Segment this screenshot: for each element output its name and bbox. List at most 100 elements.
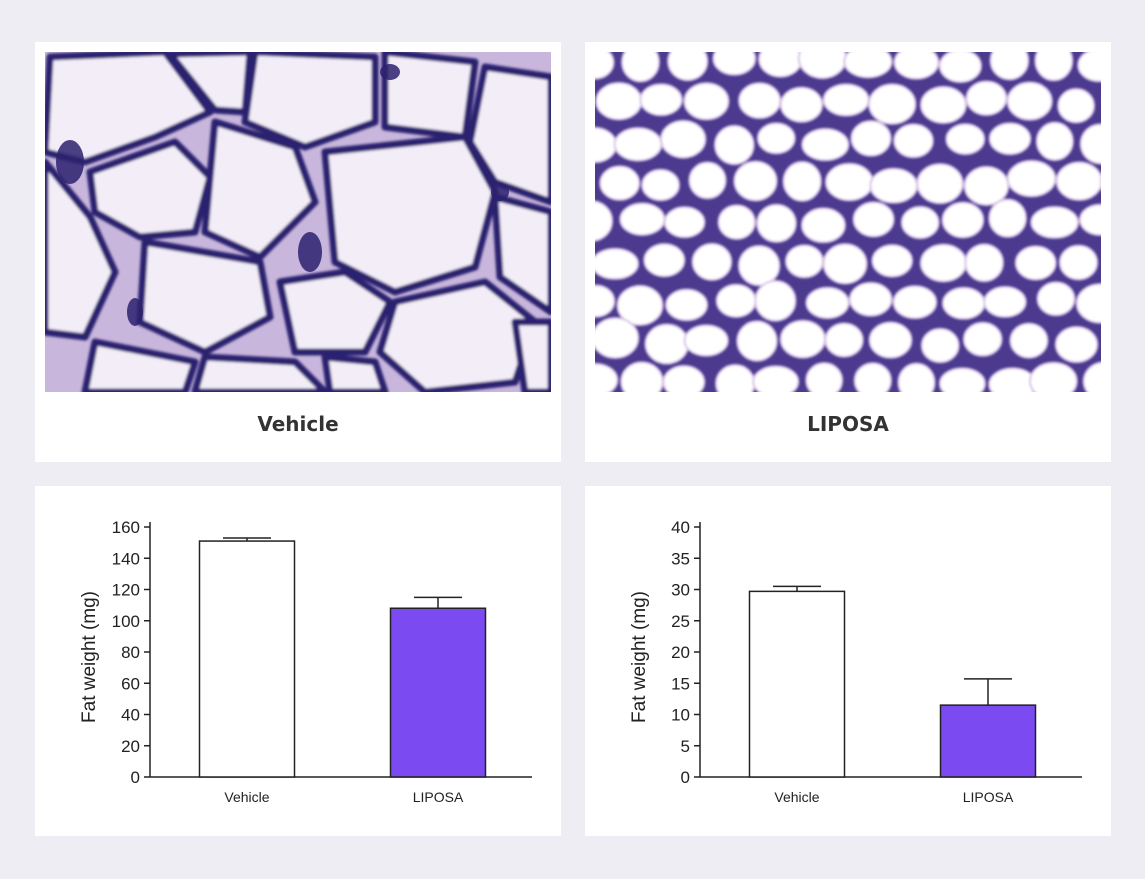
adipocyte-cell bbox=[945, 123, 986, 156]
adipocyte-cell bbox=[715, 283, 757, 319]
adipocyte-cell bbox=[1082, 361, 1101, 392]
adipocyte-cell bbox=[988, 122, 1032, 156]
adipocyte-cell bbox=[805, 286, 850, 320]
adipocyte-cell bbox=[756, 203, 797, 244]
adipocyte-cell bbox=[1054, 325, 1099, 364]
adipocyte-cell bbox=[871, 244, 914, 278]
adipocyte-cell bbox=[938, 367, 986, 392]
adipocyte-cell bbox=[595, 247, 640, 280]
adipocyte-cell bbox=[683, 82, 730, 121]
adipocyte-cell bbox=[784, 244, 824, 279]
x-tick-label: LIPOSA bbox=[413, 789, 464, 805]
adipocyte-cell bbox=[805, 362, 844, 392]
y-tick-label: 35 bbox=[671, 549, 690, 568]
adipocyte-cell bbox=[736, 320, 778, 362]
y-tick-label: 30 bbox=[671, 581, 690, 600]
adipocyte-cell bbox=[782, 160, 822, 202]
adipocyte-cell bbox=[620, 361, 664, 392]
y-tick-label: 10 bbox=[671, 706, 690, 725]
adipocyte-cell bbox=[824, 162, 874, 202]
adipocyte-cell bbox=[824, 322, 864, 358]
y-tick-label: 60 bbox=[121, 674, 140, 693]
adipocyte-cell bbox=[595, 81, 643, 121]
adipocyte-cell bbox=[644, 323, 690, 365]
y-tick-label: 40 bbox=[121, 706, 140, 725]
adipocyte-cell bbox=[737, 244, 781, 287]
adipocyte-cell bbox=[919, 85, 967, 125]
adipocyte-cell bbox=[893, 123, 934, 159]
adipocyte-cell bbox=[715, 363, 756, 392]
adipocyte-cell bbox=[738, 82, 782, 120]
bar-liposa bbox=[389, 607, 487, 778]
adipocyte-cell bbox=[868, 83, 917, 125]
adipocyte-cell bbox=[801, 127, 850, 162]
x-tick-label: Vehicle bbox=[774, 789, 819, 805]
adipocyte-cell bbox=[1055, 161, 1101, 201]
adipocyte-cell bbox=[595, 52, 615, 80]
y-tick-label: 40 bbox=[671, 518, 690, 537]
bar-vehicle bbox=[748, 590, 846, 778]
bar-vehicle bbox=[198, 540, 296, 778]
adipocyte-cell bbox=[843, 52, 893, 79]
adipocyte-cell bbox=[868, 321, 913, 359]
adipocyte-cell bbox=[643, 243, 686, 278]
adipocyte-cell bbox=[616, 284, 664, 326]
y-tick-label: 0 bbox=[681, 768, 690, 787]
adipocyte-cell bbox=[1006, 159, 1057, 198]
adipocyte-cell bbox=[663, 206, 706, 239]
fat-weight-chart-panel-1: Fat weight (mg) 0 20 40 60 80 100 120 140 160 Vehi… bbox=[35, 486, 561, 836]
adipocyte-cell bbox=[779, 86, 824, 123]
y-tick-label: 0 bbox=[131, 768, 140, 787]
adipocyte-cell bbox=[892, 285, 938, 320]
adipocyte-cell bbox=[691, 242, 733, 281]
adipocyte-cell bbox=[852, 201, 895, 238]
adipocyte-cell bbox=[683, 324, 729, 357]
adipocyte-cell bbox=[1077, 52, 1101, 83]
y-tick-label: 120 bbox=[112, 581, 140, 600]
adipocyte-cell bbox=[897, 362, 936, 392]
y-tick-label: 25 bbox=[671, 612, 690, 631]
adipocyte-cell bbox=[621, 52, 660, 83]
adipocyte-cell bbox=[983, 285, 1027, 318]
adipocyte-cell bbox=[989, 52, 1030, 81]
adipocyte-cell bbox=[964, 243, 1005, 283]
liposa-caption: LIPOSA bbox=[807, 412, 889, 436]
adipocyte-cell bbox=[850, 120, 892, 157]
adipocyte-cell bbox=[965, 80, 1008, 116]
adipocyte-cell bbox=[1029, 361, 1078, 392]
adipocyte-cell bbox=[779, 319, 826, 359]
adipocyte-cell bbox=[916, 163, 964, 205]
adipocyte-cell bbox=[941, 286, 986, 320]
adipocyte-cell bbox=[1030, 205, 1080, 239]
adipocyte-cell bbox=[713, 124, 755, 166]
adipocyte-cell bbox=[733, 160, 778, 202]
adipocyte-cell bbox=[613, 127, 663, 162]
adipocyte-cell bbox=[595, 362, 619, 392]
y-tick-label: 20 bbox=[121, 737, 140, 756]
adipocyte-cell bbox=[756, 122, 796, 155]
adipocyte-cell bbox=[853, 362, 892, 392]
fat-weight-chart-2: Fat weight (mg) 0 5 10 15 20 25 30 35 40 Vehicle LI… bbox=[629, 518, 1082, 805]
adipocyte-cell bbox=[667, 52, 709, 82]
adipocyte-cell bbox=[1006, 81, 1053, 121]
y-tick-label: 5 bbox=[681, 737, 690, 756]
adipocyte-cell bbox=[988, 198, 1028, 238]
adipocyte-cell bbox=[893, 52, 940, 80]
y-axis-label: Fat weight (mg) bbox=[79, 591, 100, 723]
adipocyte-cell bbox=[1075, 283, 1101, 324]
adipocyte-cell bbox=[754, 279, 797, 322]
fat-weight-chart-1: Fat weight (mg) 0 20 40 60 80 100 120 140 160 Vehi… bbox=[79, 518, 532, 805]
adipocyte-cell bbox=[920, 327, 960, 364]
y-tick-label: 20 bbox=[671, 643, 690, 662]
adipocyte-cell bbox=[822, 243, 868, 285]
vehicle-caption: Vehicle bbox=[257, 412, 339, 436]
liposa-histology-image bbox=[595, 52, 1101, 392]
adipocyte-cell bbox=[941, 201, 985, 239]
adipocyte-cell bbox=[848, 281, 893, 317]
adipocyte-cell bbox=[938, 52, 983, 84]
x-tick-label: LIPOSA bbox=[963, 789, 1014, 805]
adipocyte-cell bbox=[1034, 52, 1074, 82]
y-tick-label: 100 bbox=[112, 612, 140, 631]
adipocyte-cell bbox=[595, 200, 614, 242]
bar-liposa bbox=[939, 704, 1037, 778]
